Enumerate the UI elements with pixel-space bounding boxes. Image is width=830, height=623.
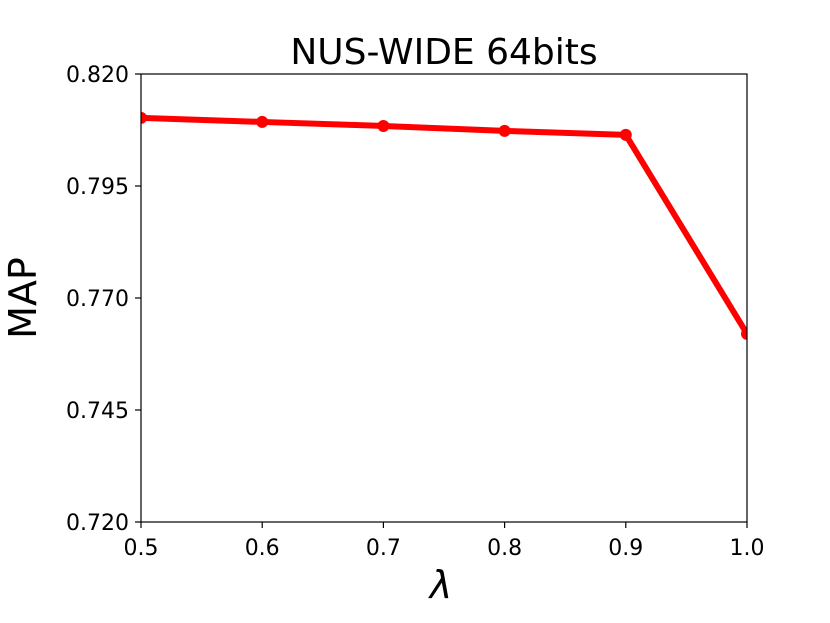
y-tick-label: 0.745 bbox=[66, 399, 129, 424]
y-tick-label: 0.720 bbox=[66, 511, 129, 536]
x-axis-label: λ bbox=[428, 563, 453, 607]
data-point bbox=[256, 115, 269, 128]
data-point bbox=[141, 111, 147, 124]
y-axis-label: MAP bbox=[1, 257, 45, 339]
x-tick-label: 0.6 bbox=[245, 536, 280, 561]
x-tick-label: 0.9 bbox=[608, 536, 643, 561]
x-tick-label: 1.0 bbox=[730, 536, 765, 561]
data-point bbox=[498, 124, 511, 137]
data-point bbox=[741, 327, 747, 340]
data-point bbox=[377, 119, 390, 132]
plot-frame bbox=[140, 73, 748, 523]
x-tick-label: 0.7 bbox=[366, 536, 401, 561]
chart-title: NUS-WIDE 64bits bbox=[290, 32, 597, 73]
y-tick-label: 0.770 bbox=[66, 287, 129, 312]
x-tick-label: 0.5 bbox=[124, 536, 159, 561]
data-point bbox=[619, 128, 632, 141]
plot-area bbox=[141, 111, 747, 340]
x-tick-label: 0.8 bbox=[487, 536, 522, 561]
y-tick-label: 0.795 bbox=[66, 175, 129, 200]
y-tick-label: 0.820 bbox=[66, 63, 129, 88]
data-line bbox=[141, 114, 747, 336]
